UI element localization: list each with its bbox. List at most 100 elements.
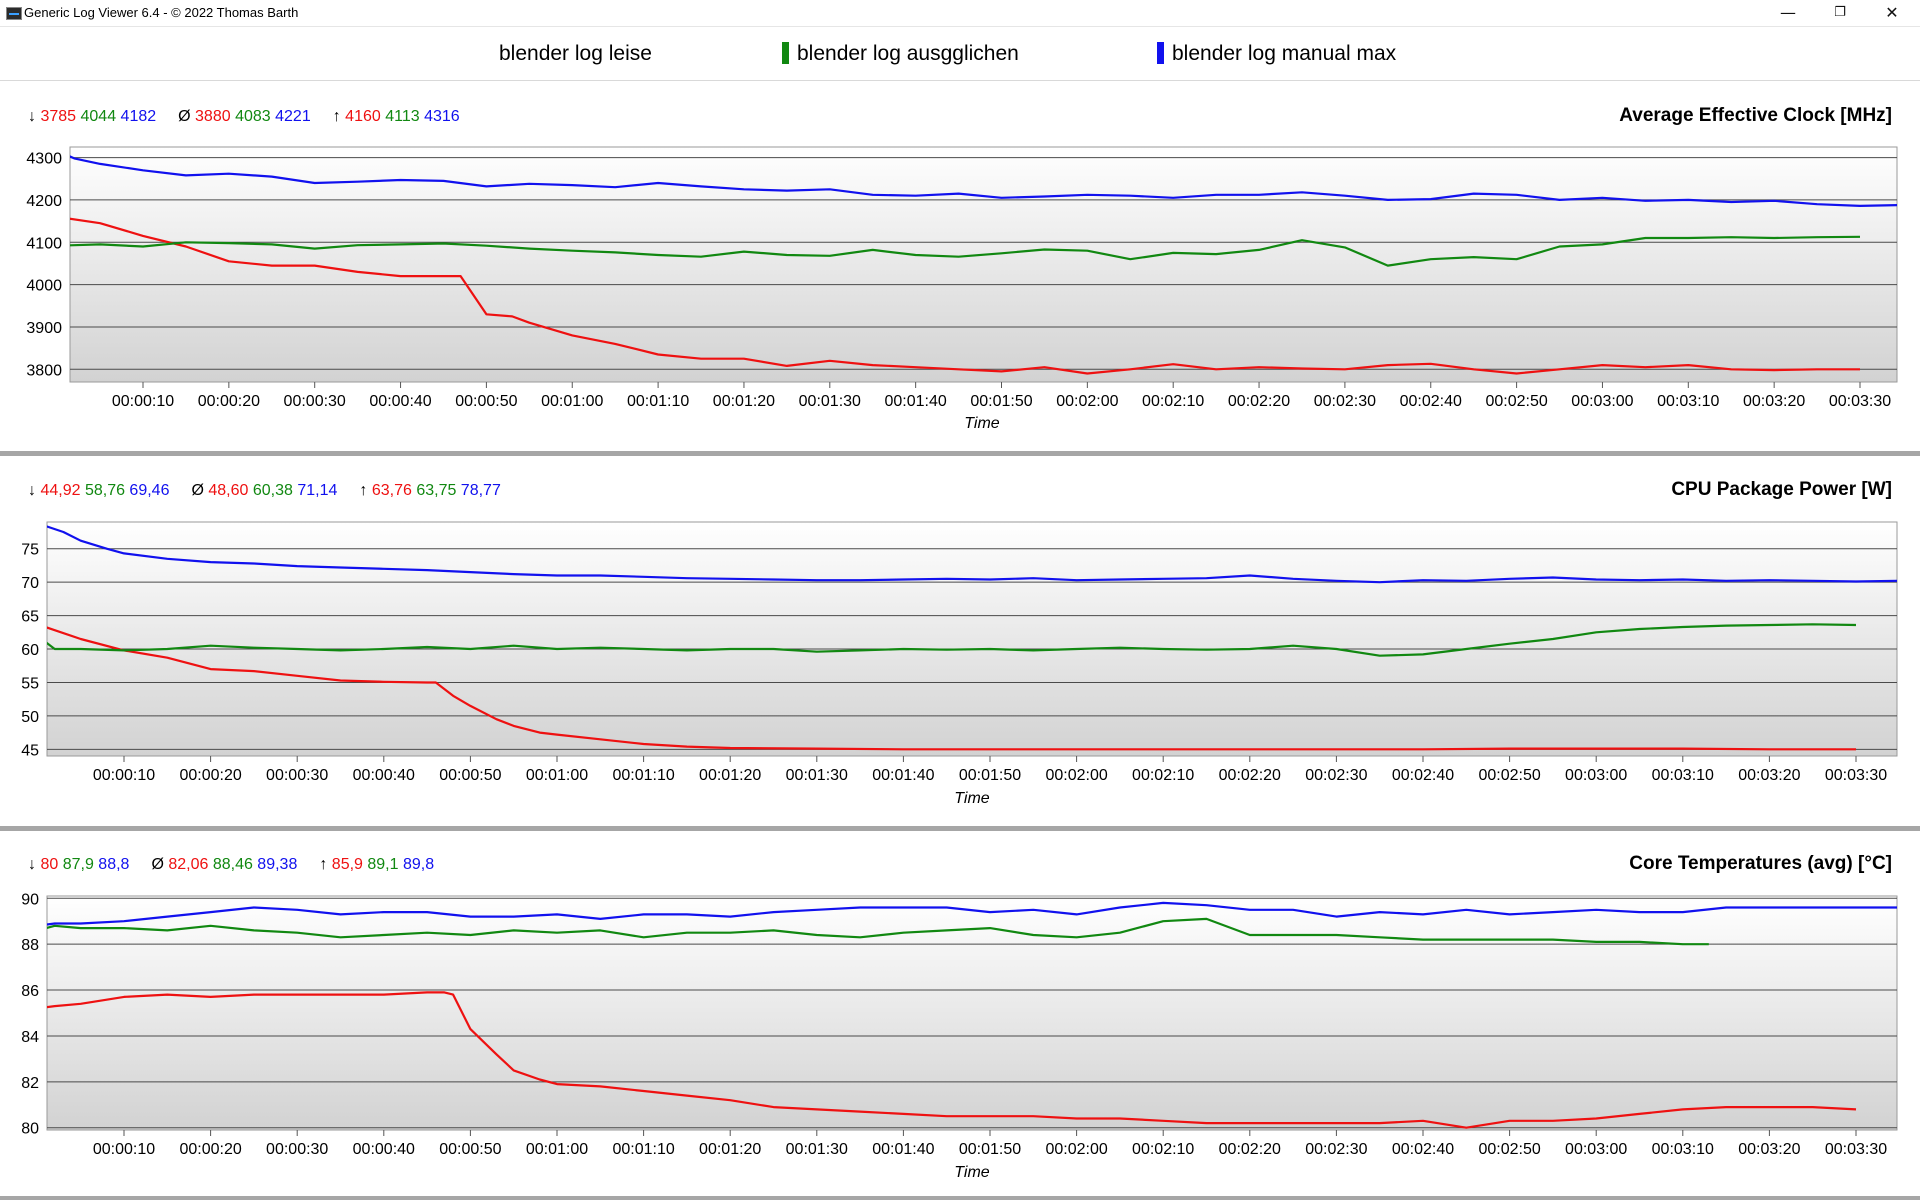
x-tick-label: 00:00:20 (179, 767, 241, 784)
x-axis-label: Time (954, 790, 990, 807)
y-tick-label: 4200 (26, 193, 62, 210)
stats-value: 63,75 (412, 482, 457, 499)
y-tick-label: 3800 (26, 362, 62, 379)
x-tick-label: 00:01:30 (799, 393, 861, 410)
chart-panel-1: 3800 3900 4000 4100 4200 4300 00:00:10 00:00:20… (26, 105, 1898, 432)
x-tick-label: 00:03:20 (1738, 1141, 1800, 1158)
stats-value: 4221 (271, 108, 311, 125)
x-tick-label: 00:01:50 (959, 1141, 1021, 1158)
x-tick-label: 00:00:10 (93, 1141, 155, 1158)
x-tick-label: 00:03:00 (1571, 393, 1633, 410)
x-tick-label: 00:01:40 (872, 767, 934, 784)
x-tick-label: 00:00:10 (93, 767, 155, 784)
stats-value: 82,06 (168, 856, 208, 873)
x-tick-label: 00:02:40 (1392, 767, 1454, 784)
stats-value: 78,77 (456, 482, 501, 499)
stats-value: 88,46 (208, 856, 253, 873)
y-tick-label: 70 (21, 575, 39, 592)
x-tick-label: 00:02:40 (1392, 1141, 1454, 1158)
legend-swatch-green (782, 42, 789, 64)
series-line-green (47, 623, 1857, 657)
series-line-green (70, 235, 1861, 267)
stats-value: 60,38 (248, 482, 293, 499)
x-tick-label: 00:02:50 (1478, 767, 1540, 784)
chart-title: CPU Package Power [W] (1671, 479, 1892, 500)
x-tick-label: 00:01:20 (699, 1141, 761, 1158)
plot-area[interactable] (46, 895, 1898, 1131)
stats-value: 4182 (116, 108, 156, 125)
x-tick-label: 00:02:10 (1132, 1141, 1194, 1158)
y-tick-label: 65 (21, 609, 39, 626)
x-tick-label: 00:01:30 (786, 767, 848, 784)
x-tick-label: 00:00:50 (439, 1141, 501, 1158)
x-axis-label: Time (964, 415, 1000, 432)
window-title: Generic Log Viewer 6.4 - © 2022 Thomas B… (24, 5, 299, 20)
y-tick-label: 60 (21, 642, 39, 659)
x-tick-label: 00:00:50 (455, 393, 517, 410)
x-tick-label: 00:00:10 (112, 393, 174, 410)
stats-row: ↓ 44,92 58,76 69,46 Ø 48,60 60,38 71,14 ↑ … (28, 482, 501, 499)
app-icon (6, 7, 22, 20)
legend-label-manual-max: blender log manual max (1172, 42, 1397, 65)
x-tick-label: 00:02:50 (1485, 393, 1547, 410)
y-tick-label: 86 (21, 983, 39, 1000)
stats-value: 89,8 (399, 856, 435, 873)
plot-area[interactable] (69, 146, 1898, 383)
plot-area[interactable] (46, 521, 1898, 757)
y-tick-label: 4100 (26, 235, 62, 252)
legend-item-manual-max[interactable]: blender log manual max (1157, 42, 1396, 66)
x-tick-label: 00:00:40 (353, 767, 415, 784)
chart-panel-3: 80 82 84 86 88 90 00:00:10 00:00:20 00:00:30 00:0… (21, 853, 1898, 1181)
legend-item-leise[interactable]: blender log leise (499, 42, 652, 66)
chart-title: Average Effective Clock [MHz] (1619, 105, 1892, 126)
x-tick-label: 00:02:10 (1142, 393, 1204, 410)
x-tick-label: 00:03:30 (1829, 393, 1891, 410)
y-tick-label: 82 (21, 1075, 39, 1092)
title-bar: Generic Log Viewer 6.4 - © 2022 Thomas B… (0, 0, 1920, 27)
stats-value: 3880 (195, 108, 231, 125)
x-tick-label: 00:03:00 (1565, 1141, 1627, 1158)
x-tick-label: 00:02:20 (1219, 767, 1281, 784)
stats-value: 4044 (76, 108, 116, 125)
y-tick-label: 80 (21, 1121, 39, 1138)
stats-symbol: ↑ (319, 856, 331, 873)
x-tick-label: 00:03:30 (1825, 1141, 1887, 1158)
legend-item-ausgglichen[interactable]: blender log ausgglichen (782, 42, 1019, 66)
x-tick-label: 00:02:20 (1219, 1141, 1281, 1158)
x-axis-label: Time (954, 1164, 990, 1181)
panel-separator[interactable] (0, 451, 1920, 456)
stats-symbol: Ø (191, 482, 208, 499)
x-tick-label: 00:00:50 (439, 767, 501, 784)
y-tick-label: 3900 (26, 320, 62, 337)
x-tick-label: 00:00:40 (353, 1141, 415, 1158)
close-button[interactable]: ✕ (1885, 3, 1899, 22)
stats-symbol: ↓ (28, 856, 40, 873)
y-tick-label: 90 (21, 891, 39, 908)
stats-row: ↓ 80 87,9 88,8 Ø 82,06 88,46 89,38 ↑ 85,9 … (28, 856, 434, 873)
series-line-blue (70, 155, 1897, 207)
chart-panel-2: 45 50 55 60 65 70 75 00:00:10 00:00:20 00:00:30 00… (21, 479, 1898, 807)
y-tick-label: 4000 (26, 278, 62, 295)
series-line-blue (47, 901, 1897, 926)
maximize-button[interactable]: ❐ (1834, 5, 1846, 20)
stats-symbol: ↓ (28, 108, 40, 125)
legend-label-ausgglichen: blender log ausgglichen (797, 42, 1019, 65)
panel-separator[interactable] (0, 826, 1920, 831)
series-line-blue (47, 525, 1897, 584)
x-tick-label: 00:00:30 (266, 767, 328, 784)
x-tick-label: 00:00:20 (198, 393, 260, 410)
x-tick-label: 00:00:20 (179, 1141, 241, 1158)
x-tick-label: 00:01:40 (885, 393, 947, 410)
stats-value: 58,76 (81, 482, 126, 499)
stats-symbol: ↓ (28, 482, 40, 499)
stats-value: 4316 (420, 108, 460, 125)
x-tick-label: 00:02:10 (1132, 767, 1194, 784)
x-tick-label: 00:03:00 (1565, 767, 1627, 784)
y-tick-label: 88 (21, 937, 39, 954)
stats-value: 4083 (231, 108, 271, 125)
minimize-button[interactable]: — (1780, 3, 1796, 22)
series-line-red (47, 991, 1857, 1129)
legend-swatch-blue (1157, 42, 1164, 64)
series-line-red (70, 217, 1860, 375)
x-tick-label: 00:00:30 (266, 1141, 328, 1158)
